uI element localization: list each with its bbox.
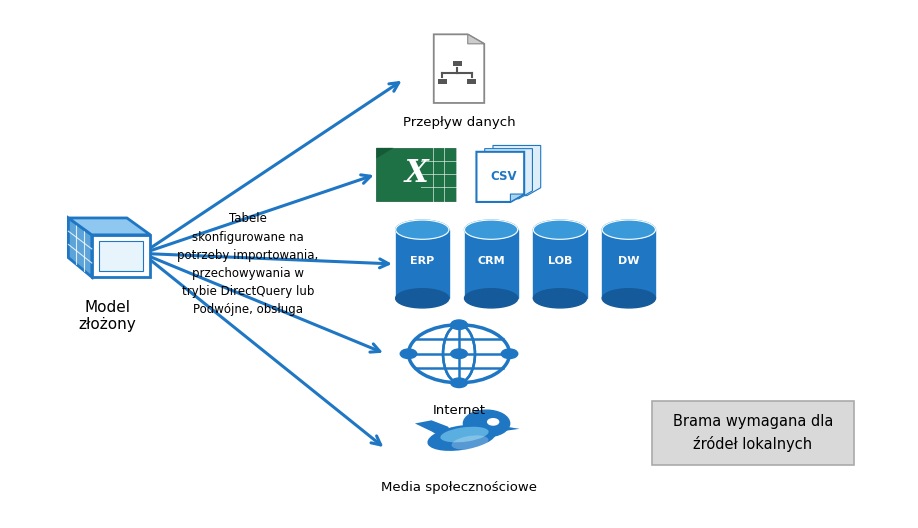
Bar <box>465 230 518 298</box>
Ellipse shape <box>396 220 449 239</box>
Ellipse shape <box>602 220 655 239</box>
Ellipse shape <box>428 425 496 451</box>
Polygon shape <box>99 241 143 271</box>
Circle shape <box>409 325 509 383</box>
Bar <box>396 230 449 298</box>
Circle shape <box>451 349 467 359</box>
Circle shape <box>451 320 467 329</box>
Text: X: X <box>405 158 428 188</box>
Ellipse shape <box>533 220 587 239</box>
Polygon shape <box>467 34 485 44</box>
Bar <box>453 61 462 66</box>
Text: Przepływ danych: Przepływ danych <box>403 116 515 129</box>
Ellipse shape <box>533 289 587 308</box>
Bar <box>467 79 476 84</box>
Polygon shape <box>485 149 532 199</box>
Text: Model
złożony: Model złożony <box>79 300 136 332</box>
Ellipse shape <box>602 289 655 308</box>
Ellipse shape <box>441 427 488 442</box>
Polygon shape <box>376 148 455 201</box>
Bar <box>602 230 655 298</box>
Text: ERP: ERP <box>410 257 434 266</box>
Ellipse shape <box>396 289 449 308</box>
Circle shape <box>487 419 498 425</box>
Bar <box>533 230 587 298</box>
Text: LOB: LOB <box>548 257 572 266</box>
Ellipse shape <box>465 220 518 239</box>
Circle shape <box>464 410 509 437</box>
Ellipse shape <box>465 289 518 308</box>
Text: CRM: CRM <box>477 257 505 266</box>
Text: DW: DW <box>618 257 640 266</box>
Text: Internet: Internet <box>432 404 486 417</box>
Polygon shape <box>434 34 485 103</box>
Polygon shape <box>69 218 151 235</box>
Polygon shape <box>510 194 524 202</box>
Text: Brama wymagana dla
źródeł lokalnych: Brama wymagana dla źródeł lokalnych <box>673 413 833 452</box>
Polygon shape <box>493 145 541 195</box>
Polygon shape <box>476 152 524 202</box>
Circle shape <box>501 349 518 359</box>
Circle shape <box>400 349 417 359</box>
Polygon shape <box>376 148 394 158</box>
Polygon shape <box>415 420 453 438</box>
FancyBboxPatch shape <box>652 401 854 465</box>
Polygon shape <box>92 235 151 277</box>
Text: Tabele
skonfigurowane na
potrzeby importowania,
przechowywania w
trybie DirectQu: Tabele skonfigurowane na potrzeby import… <box>177 212 319 316</box>
Polygon shape <box>506 427 520 431</box>
Ellipse shape <box>452 436 488 449</box>
Bar <box>438 79 447 84</box>
Circle shape <box>451 378 467 388</box>
Text: Media społecznościowe: Media społecznościowe <box>381 481 537 494</box>
Text: CSV: CSV <box>490 171 518 183</box>
Polygon shape <box>69 218 92 277</box>
